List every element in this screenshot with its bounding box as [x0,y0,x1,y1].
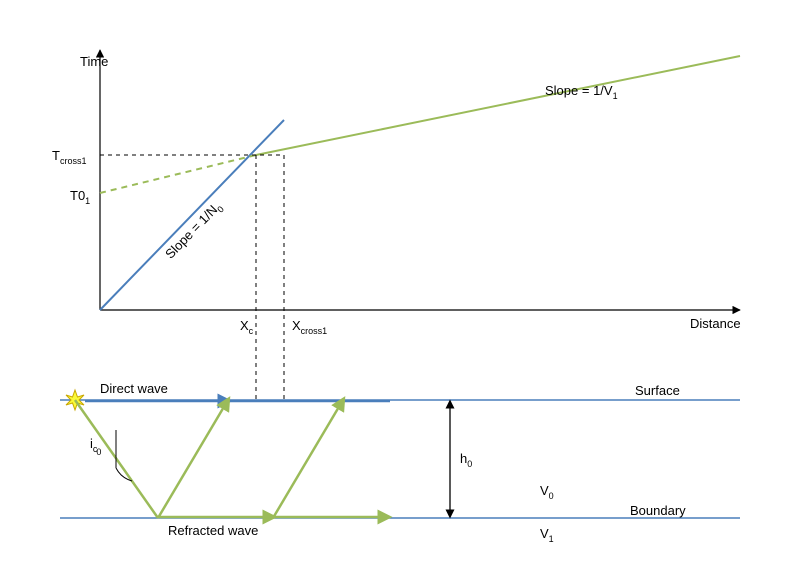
y-axis-label: Time [80,54,108,69]
v0-label: V0 [540,483,554,501]
ic-label: ic0 [90,436,101,457]
ray-up-2 [273,400,343,518]
tcross1-label: Tcross1 [52,148,86,166]
boundary-label: Boundary [630,503,686,518]
refracted-line [256,56,740,155]
slope-v1-label: Slope = 1/V1 [545,83,618,101]
h0-label: h0 [460,451,472,469]
slope-n0-label: Slope = 1/N0 [162,198,226,263]
seismic-refraction-diagram: Time Distance Slope = 1/N0 Slope = 1/V1 … [0,0,800,588]
svg-text:Slope = 1/N0: Slope = 1/N0 [162,198,226,263]
t01-label: T01 [70,188,90,206]
v1-label: V1 [540,526,554,544]
refracted-wave-label: Refracted wave [168,523,258,538]
xcross1-label: Xcross1 [292,318,327,336]
surface-label: Surface [635,383,680,398]
ray-up-1 [158,400,228,518]
direct-wave-label: Direct wave [100,381,168,396]
xc-label: Xc [240,318,254,336]
x-axis-label: Distance [690,316,741,331]
